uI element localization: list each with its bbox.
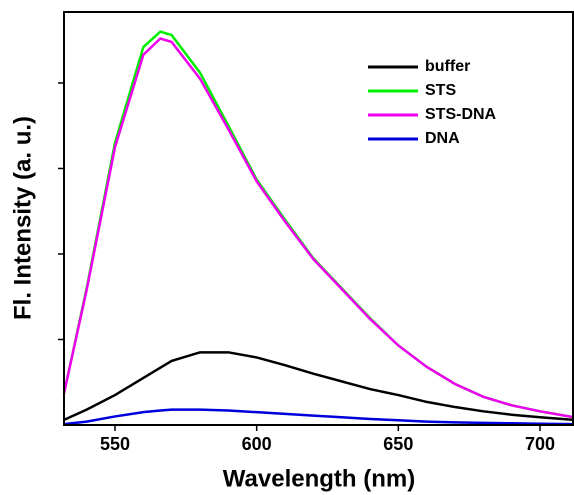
- legend-label: STS: [425, 82, 456, 99]
- series-line: [63, 408, 574, 426]
- legend-label: DNA: [425, 130, 460, 147]
- y-axis-title: Fl. Intensity (a. u.): [9, 116, 36, 320]
- series-line: [62, 37, 574, 419]
- x-tick-label: 650: [383, 434, 413, 454]
- x-tick-label: 700: [525, 434, 555, 454]
- x-tick-label: 600: [242, 434, 272, 454]
- x-tick-label: 550: [100, 434, 130, 454]
- series-line: [63, 351, 574, 422]
- series-line: [62, 30, 574, 419]
- legend-label: buffer: [425, 58, 470, 75]
- plot-frame: [63, 11, 574, 426]
- legend-label: STS-DNA: [425, 106, 497, 123]
- x-axis-title: Wavelength (nm): [223, 465, 415, 492]
